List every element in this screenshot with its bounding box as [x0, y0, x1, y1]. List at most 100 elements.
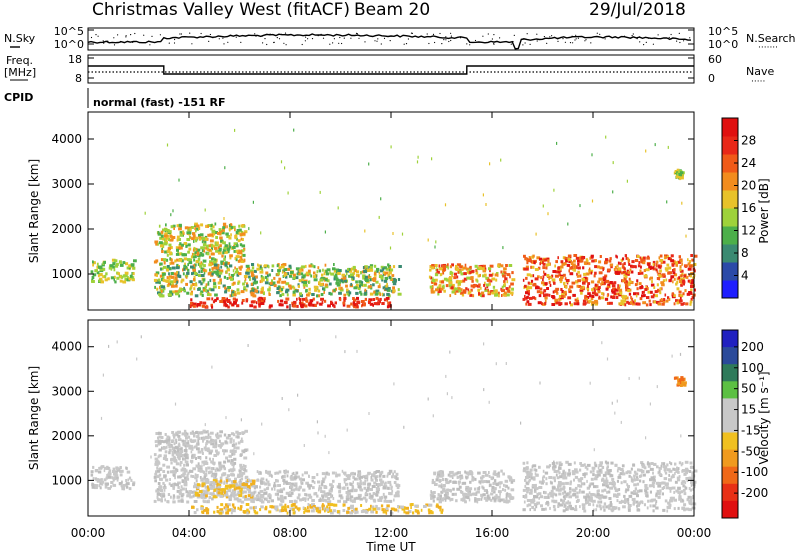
- power-cell: [212, 244, 215, 248]
- power-cell: [667, 296, 670, 300]
- power-cell: [618, 284, 621, 288]
- velocity-cell: [486, 489, 488, 493]
- velocity-cell: [442, 478, 445, 482]
- power-cell: [186, 238, 191, 241]
- power-cell: [260, 290, 264, 294]
- velocity-cell: [562, 476, 565, 480]
- power-cell: [244, 230, 248, 234]
- power-cell: [153, 260, 158, 264]
- power-cell: [356, 300, 360, 304]
- velocity-cell: [531, 484, 536, 487]
- power-cell: [112, 265, 115, 269]
- power-cell: [287, 267, 291, 271]
- velocity-cell: [274, 505, 279, 509]
- power-cell: [202, 243, 207, 247]
- power-cell: [576, 297, 579, 301]
- velocity-cell: [324, 509, 326, 513]
- power-cell: [100, 280, 104, 284]
- power-cell: [655, 268, 658, 272]
- power-cell: [252, 294, 257, 298]
- velocity-cell: [327, 472, 330, 476]
- power-cell: [638, 261, 641, 265]
- power-cell: [219, 244, 222, 248]
- power-cell: [463, 266, 467, 270]
- velocity-cell: [235, 435, 239, 439]
- velocity-cell: [291, 488, 296, 492]
- velocity-cell: [382, 474, 386, 478]
- velocity-cell: [292, 511, 296, 515]
- power-cell: [564, 302, 568, 306]
- power-cell: [676, 172, 679, 176]
- power-cell: [166, 258, 169, 262]
- power-cell: [643, 256, 646, 260]
- velocity-cell: [223, 433, 227, 437]
- power-cell: [179, 233, 184, 237]
- velocity-cell: [162, 486, 167, 490]
- power-cell: [281, 270, 284, 274]
- power-cell: [491, 277, 496, 281]
- power-cell: [250, 291, 254, 295]
- velocity-cell: [523, 467, 526, 471]
- power-cell: [238, 228, 242, 232]
- power-cell: [285, 297, 290, 301]
- power-cell: [285, 275, 288, 279]
- velocity-cell: [218, 511, 223, 515]
- velocity-cell: [172, 494, 175, 498]
- velocity-cell: [192, 453, 196, 457]
- power-cell: [290, 270, 294, 274]
- power-cell: [119, 279, 123, 283]
- velocity-cell: [490, 492, 494, 496]
- velocity-cell: [502, 488, 504, 492]
- noise-point: [596, 32, 598, 34]
- velocity-cell: [112, 467, 116, 471]
- velocity-cell: [230, 432, 235, 436]
- power-cell: [326, 279, 330, 283]
- velocity-cell: [564, 476, 568, 480]
- velocity-cell: [167, 438, 171, 442]
- power-cell: [447, 263, 449, 267]
- power-cell: [128, 264, 131, 268]
- power-cell: [219, 229, 223, 233]
- power-cell: [153, 278, 158, 282]
- power-cell: [339, 298, 342, 302]
- velocity-cell: [241, 473, 244, 476]
- velocity-cell: [357, 485, 361, 488]
- velocity-cell: [222, 449, 226, 453]
- power-cell: [392, 232, 394, 235]
- velocity-cell: [254, 485, 258, 489]
- power-cell: [616, 264, 618, 268]
- velocity-cell: [574, 505, 577, 509]
- power-cell: [301, 280, 304, 284]
- power-cell: [362, 266, 365, 269]
- power-cell: [369, 268, 374, 272]
- power-cell: [280, 160, 283, 164]
- power-cell: [544, 299, 547, 303]
- power-cell: [277, 271, 280, 275]
- power-cell: [266, 274, 269, 278]
- velocity-cell: [529, 491, 533, 495]
- velocity-cell: [198, 490, 203, 493]
- velocity-cell: [664, 465, 668, 469]
- velocity-cell: [353, 497, 357, 501]
- power-cell: [542, 278, 544, 282]
- velocity-cell: [318, 488, 320, 492]
- power-cell: [227, 286, 231, 289]
- power-cell: [503, 271, 507, 275]
- velocity-cell: [602, 483, 606, 487]
- noise-point: [255, 35, 257, 37]
- velocity-cell: [276, 492, 279, 496]
- velocity-cell: [540, 481, 544, 485]
- velocity-cell: [322, 498, 324, 502]
- power-cell: [168, 243, 172, 247]
- power-cell: [195, 247, 198, 251]
- velocity-cell: [267, 480, 270, 484]
- velocity-cell: [184, 479, 186, 483]
- velocity-cell: [298, 508, 300, 512]
- power-cell: [374, 292, 379, 296]
- power-cell: [170, 246, 173, 250]
- noise-point: [102, 40, 104, 42]
- velocity-cell: [154, 457, 158, 461]
- power-cell: [322, 268, 324, 272]
- power-cell: [470, 288, 473, 292]
- power-cell: [491, 272, 494, 276]
